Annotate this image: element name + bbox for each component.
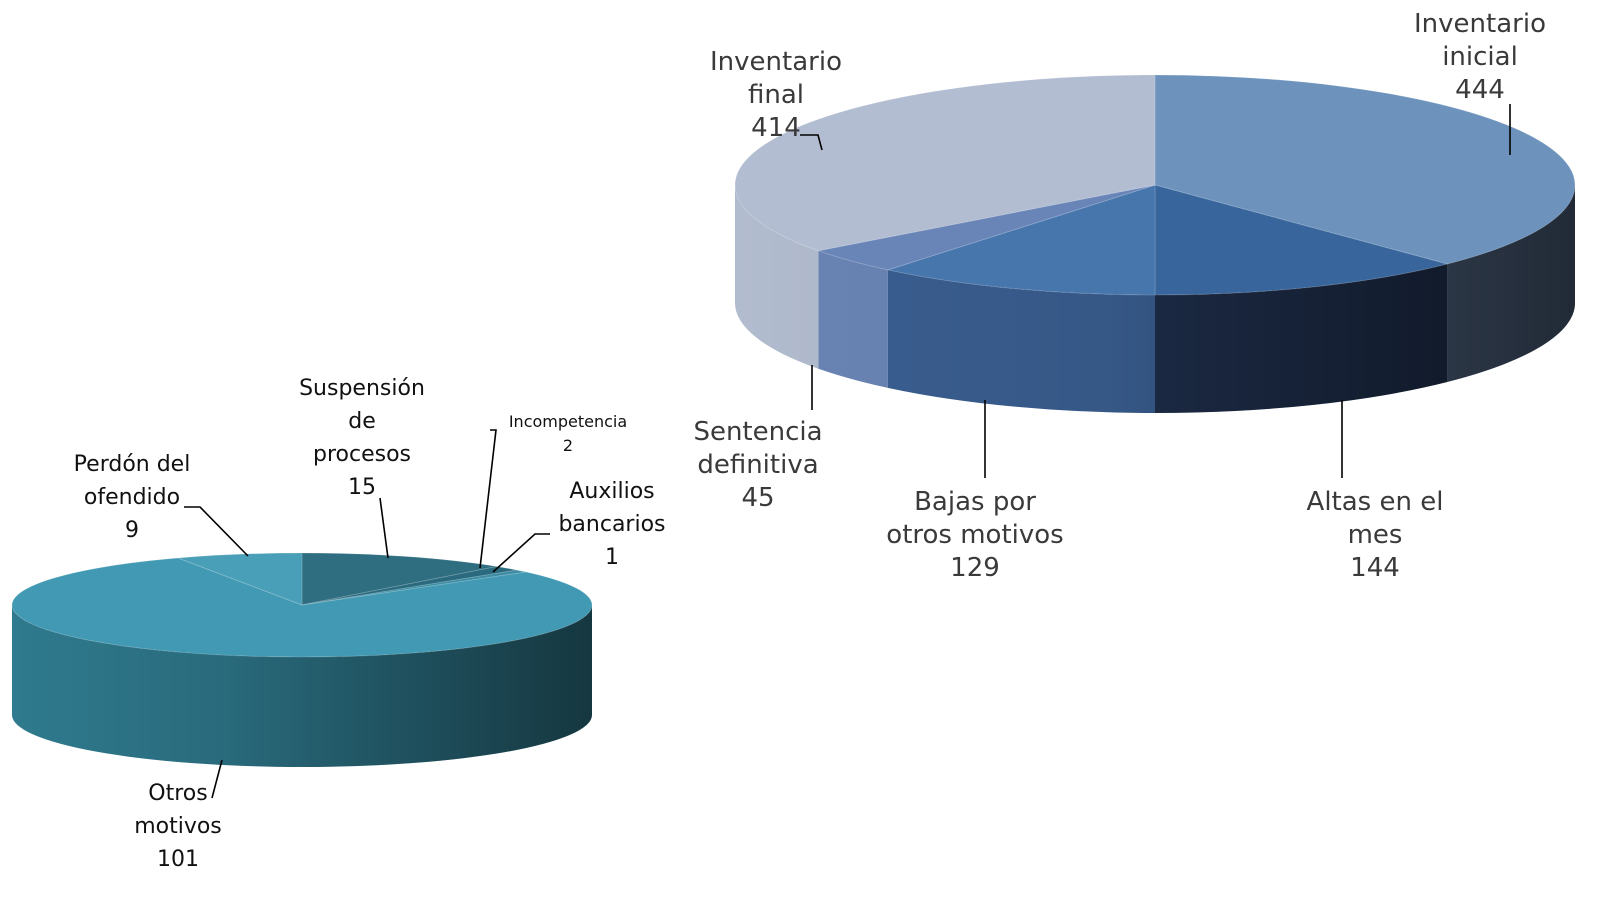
otros-motivos-slice-3 xyxy=(11,557,593,658)
otros-motivos-labels: Suspensión de procesos 15 Incompetencia 2 Auxi… xyxy=(74,376,666,872)
otros-motivos-slice-0 xyxy=(301,552,497,606)
otros-motivos-slice-1 xyxy=(301,565,517,606)
inventario-label-4: Inventario final 414 xyxy=(710,47,842,143)
otros-motivos-pie-top xyxy=(11,552,593,658)
otros-motivos-slice-2 xyxy=(301,569,527,606)
inventario-pie-sides xyxy=(735,185,1575,413)
inventario-pie-top xyxy=(734,74,1576,296)
inventario-slice-4 xyxy=(734,74,1156,252)
otros-motivos-label-3: Otros motivos 101 xyxy=(134,781,222,872)
inventario-slice-0 xyxy=(1154,74,1576,265)
inventario-label-3: Sentencia definitiva 45 xyxy=(693,417,822,513)
inventario-label-2: Bajas por otros motivos 129 xyxy=(886,487,1063,583)
inventario-slice-1 xyxy=(1154,184,1450,296)
otros-motivos-pie-sides xyxy=(12,605,592,767)
inventario-label-0: Inventario inicial 444 xyxy=(1414,9,1546,105)
otros-motivos-leader-4 xyxy=(184,506,249,557)
inventario-label-1: Altas en el mes 144 xyxy=(1307,487,1444,583)
otros-motivos-label-0: Suspensión de procesos 15 xyxy=(299,376,425,500)
inventario-side-shading xyxy=(735,185,1575,413)
otros-motivos-label-2: Auxilios bancarios 1 xyxy=(558,479,665,570)
inventario-value-4: 414 xyxy=(751,113,801,143)
inventario-value-3: 45 xyxy=(741,483,774,513)
otros-motivos-side-shading xyxy=(12,605,592,767)
otros-motivos-value-3: 101 xyxy=(157,847,199,872)
otros-motivos-value-2: 1 xyxy=(605,545,619,570)
otros-motivos-value-4: 9 xyxy=(125,518,139,543)
otros-motivos-value-0: 15 xyxy=(348,475,376,500)
inventario-labels: Inventario inicial 444 Altas en el mes 144 Baj… xyxy=(693,9,1546,583)
inventario-leader-4 xyxy=(800,134,823,151)
otros-motivos-slice-4 xyxy=(177,552,303,606)
pie-chart-otros-motivos: Suspensión de procesos 15 Incompetencia 2 Auxi… xyxy=(11,376,666,872)
otros-motivos-label-4: Perdón del ofendido 9 xyxy=(74,452,191,543)
pie-chart-inventario: Inventario inicial 444 Altas en el mes 144 Baj… xyxy=(693,9,1576,583)
otros-motivos-label-1: Incompetencia 2 xyxy=(509,412,627,455)
inventario-value-0: 444 xyxy=(1455,75,1505,105)
inventario-value-2: 129 xyxy=(950,553,1000,583)
otros-motivos-leader-3 xyxy=(211,759,223,799)
otros-motivos-leader-2 xyxy=(492,533,550,573)
inventario-value-1: 144 xyxy=(1350,553,1400,583)
inventario-slice-2 xyxy=(885,184,1156,296)
inventario-slice-3 xyxy=(816,184,1156,271)
otros-motivos-leader-0 xyxy=(379,497,389,559)
otros-motivos-value-1: 2 xyxy=(563,436,573,455)
otros-motivos-leader-1 xyxy=(479,429,497,569)
